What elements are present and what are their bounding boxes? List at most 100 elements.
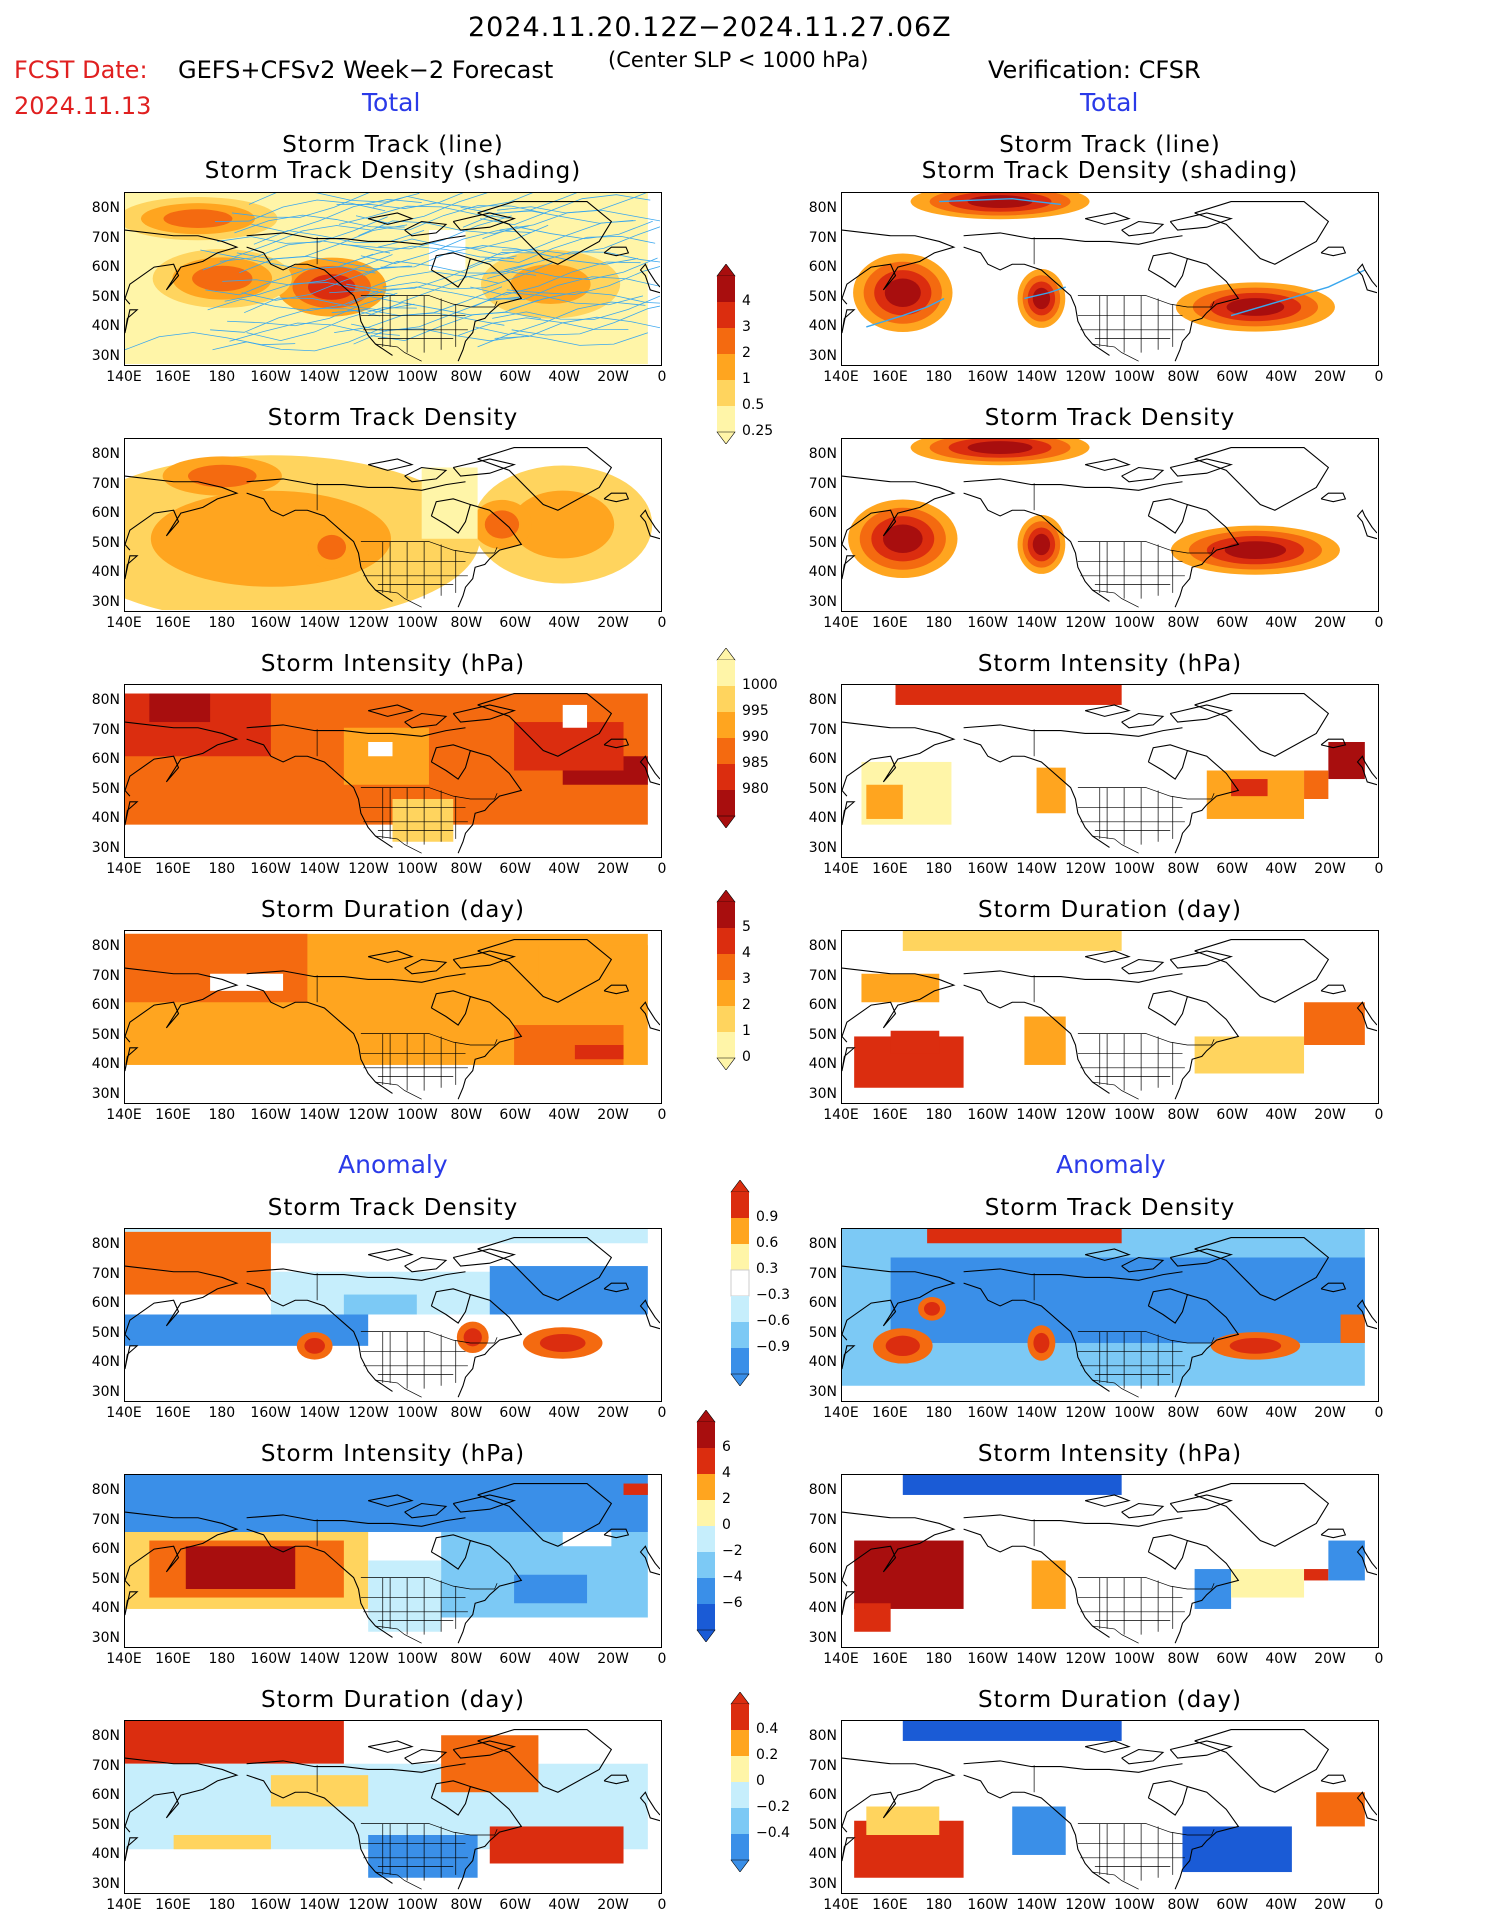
colorbar-label: 0 [722, 1517, 731, 1533]
lon-label: 100W [1114, 1107, 1155, 1123]
field-layer [854, 931, 1365, 1088]
coastline [963, 492, 1110, 602]
storm-track-line [210, 307, 381, 333]
density-blob [317, 534, 346, 560]
lon-label: 100W [1114, 369, 1155, 385]
colorbar-arrow-bottom [730, 1373, 750, 1387]
coastline [430, 498, 472, 534]
field-layer [861, 685, 1365, 825]
lon-label: 160E [872, 861, 908, 877]
coastline [842, 229, 956, 305]
lat-label: 40N [91, 1600, 120, 1616]
lon-label: 20W [597, 861, 629, 877]
field-cell [1012, 1806, 1066, 1855]
coastline [1320, 738, 1347, 749]
colorbar-label: 0.2 [756, 1747, 779, 1763]
coastline [1194, 1483, 1330, 1547]
coastline [246, 1282, 393, 1392]
map-outlines [842, 1483, 1377, 1644]
lat-label: 70N [808, 1757, 837, 1774]
title-anom-intensity-right: Storm Intensity (hPa) [977, 1441, 1243, 1467]
coastline [1084, 1248, 1131, 1261]
colorbar-label: 1000 [742, 677, 778, 693]
lon-label: 0 [657, 615, 667, 631]
lon-label: 80W [450, 1651, 483, 1667]
field-cell [514, 1574, 588, 1604]
map-intensity-forecast [124, 684, 662, 858]
colorbar-arrow-bottom [716, 431, 736, 445]
lat-label: 80N [91, 692, 120, 708]
lon-label: 160E [155, 861, 191, 877]
coastline [125, 1591, 139, 1616]
coastline [1169, 1494, 1234, 1513]
colorbar-arrow-bottom [716, 815, 736, 829]
lon-label: 160E [872, 1897, 908, 1913]
lat-label: 40N [808, 810, 837, 826]
lon-label: 160W [250, 1405, 291, 1421]
lon-label: 160W [967, 615, 1008, 631]
colorbar-label: 4 [722, 1465, 731, 1481]
field-cell [538, 945, 648, 1003]
coastline [125, 475, 239, 551]
coastline [1194, 1729, 1330, 1793]
lon-label: 160W [967, 369, 1008, 385]
map-outlines [842, 1237, 1377, 1398]
title-track-shading-left: Storm Track Density (shading) [204, 158, 582, 184]
storm-track-line [470, 261, 641, 296]
map-canvas [125, 933, 660, 1100]
coastline [639, 1001, 660, 1032]
coastline [1356, 1299, 1377, 1330]
field-cell [1036, 767, 1066, 814]
colorbar-swatch [697, 1526, 715, 1552]
coastline [1147, 744, 1189, 780]
lon-label: 140W [1016, 1651, 1057, 1667]
coastline [1356, 1791, 1377, 1822]
coastline [963, 1760, 1183, 1773]
border-line [375, 1625, 422, 1644]
lat-label: 50N [91, 288, 120, 305]
lon-label: 40W [1265, 1107, 1297, 1123]
coastline [603, 1774, 630, 1785]
map-track-verification [841, 192, 1379, 366]
storm-track-line [462, 210, 634, 228]
fcst-date-label: FCST Date: [14, 56, 148, 84]
colorbar-swatch [731, 1192, 749, 1218]
map-outlines [842, 201, 1377, 362]
colorbar-swatch [731, 1244, 749, 1270]
lon-label: 60W [499, 861, 532, 877]
lon-label: 20W [1314, 1897, 1346, 1913]
lon-label: 0 [1374, 1405, 1384, 1421]
coastline [1320, 1528, 1347, 1539]
colorbar-label: −6 [722, 1595, 743, 1611]
lon-label: 20W [1314, 1107, 1346, 1123]
lat-label: 50N [91, 534, 120, 551]
lat-label: 70N [808, 475, 837, 492]
map-anom-intensity-forecast [124, 1474, 662, 1648]
storm-track-line [487, 257, 658, 280]
lat-label: 80N [808, 446, 837, 462]
storm-track-line [346, 255, 517, 290]
density-blob [150, 490, 391, 587]
density-blob [539, 1333, 586, 1353]
colorbar-swatch [697, 1552, 715, 1578]
lat-label: 80N [808, 692, 837, 708]
colorbar-swatch [730, 1269, 750, 1297]
colorbar-arrow-bottom [696, 1629, 716, 1643]
field-cell [368, 742, 393, 757]
lon-label: 80W [1167, 1651, 1200, 1667]
storm-track-line [363, 260, 534, 277]
coastline [639, 1299, 660, 1330]
coastline [404, 958, 448, 975]
lon-label: 40W [1265, 1405, 1297, 1421]
lon-label: 160W [250, 369, 291, 385]
storm-track-line [501, 226, 660, 255]
coastline [1174, 258, 1240, 362]
field-cell [866, 1806, 940, 1835]
lon-label: 140E [106, 861, 142, 877]
coastline [1147, 1534, 1189, 1570]
lon-label: 80W [1167, 369, 1200, 385]
field-cell [902, 1475, 1122, 1495]
lon-label: 180 [208, 615, 236, 631]
field-layer [125, 1475, 648, 1632]
section-anomaly-right: Anomaly [1056, 1150, 1166, 1179]
